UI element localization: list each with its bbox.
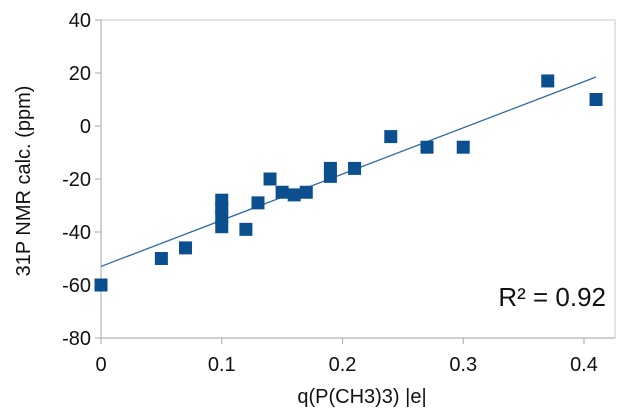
x-tick-label: 0.1 <box>208 354 236 376</box>
y-tick-label: -40 <box>62 222 91 244</box>
data-point <box>94 278 108 292</box>
data-point <box>541 74 555 88</box>
x-tick-label: 0.3 <box>449 354 477 376</box>
data-point <box>287 188 301 202</box>
data-point <box>179 241 193 255</box>
data-point <box>456 140 470 154</box>
y-tick-label: -80 <box>62 328 91 350</box>
data-point <box>589 93 603 106</box>
data-point <box>251 196 265 210</box>
y-axis-title: 31P NMR calc. (ppm) <box>13 86 35 277</box>
data-point <box>263 172 277 186</box>
data-point <box>215 209 229 223</box>
data-point <box>348 161 362 175</box>
y-tick-label: -60 <box>62 275 91 297</box>
data-point <box>384 130 398 144</box>
plot-area <box>100 19 616 339</box>
x-tick-label: 0 <box>95 354 106 376</box>
data-point <box>215 220 229 234</box>
data-point <box>275 185 289 199</box>
data-point <box>154 252 168 265</box>
r-squared-annotation: R² = 0.92 <box>498 282 606 312</box>
y-tick-label: 0 <box>80 116 91 138</box>
x-axis-title: q(P(CH3)3) |e| <box>297 386 426 408</box>
x-tick-label: 0.2 <box>329 354 357 376</box>
y-tick-label: 20 <box>69 63 91 85</box>
data-point <box>239 222 253 236</box>
data-point <box>299 185 313 199</box>
data-point <box>323 169 337 183</box>
y-tick-label: -20 <box>62 169 91 191</box>
data-point <box>420 140 434 154</box>
x-tick-label: 0.4 <box>570 354 598 376</box>
y-tick-label: 40 <box>69 10 91 32</box>
